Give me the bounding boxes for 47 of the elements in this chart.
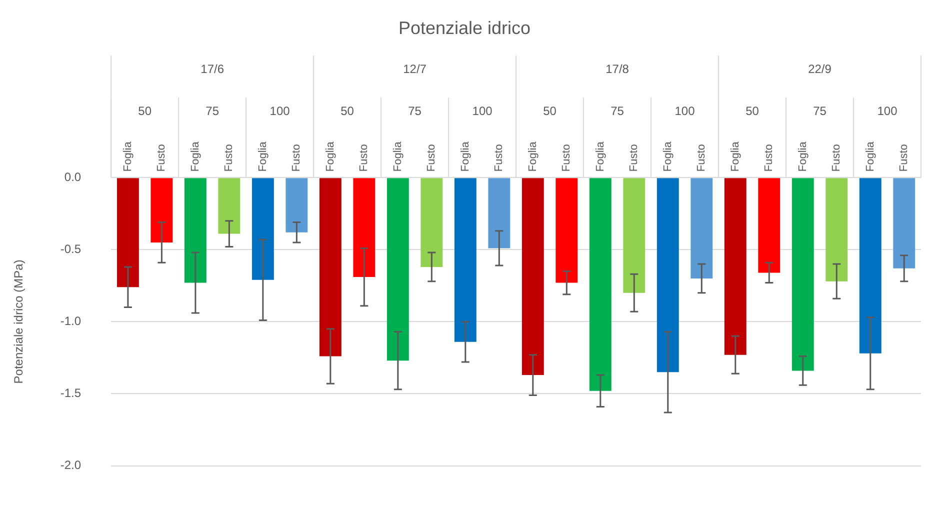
x-tick-label: Foglia (122, 140, 134, 172)
x-tick-label: Fusto (830, 144, 843, 172)
x-tick-label: Fusto (358, 144, 370, 172)
text: 100 (877, 104, 898, 118)
x-tick-label: Fusto (156, 144, 168, 172)
x-tick-label: Foglia (189, 140, 202, 172)
x-tick-label: Foglia (662, 140, 674, 172)
text: 12/7 (403, 62, 427, 76)
x-tick-label: Fusto (763, 144, 776, 172)
x-tick-label: Fusto (696, 144, 708, 172)
text: 17/8 (606, 62, 630, 76)
text: 100 (674, 104, 696, 118)
x-tick-label: Foglia (594, 140, 606, 172)
text: 75 (813, 104, 827, 118)
x-tick-label: Fusto (560, 144, 573, 172)
text: 22/9 (808, 62, 832, 76)
text: 50 (340, 104, 354, 118)
y-tick-label: -1.5 (60, 386, 82, 400)
text: 50 (138, 104, 152, 118)
text: 50 (543, 104, 557, 118)
x-tick-label: Fusto (290, 144, 303, 172)
x-tick-label: Foglia (864, 140, 876, 172)
x-tick-label: Foglia (392, 140, 404, 172)
y-tick-label: -2.0 (60, 458, 82, 472)
x-tick-label: Fusto (426, 144, 438, 172)
x-tick-label: Foglia (796, 140, 809, 172)
x-tick-label: Fusto (493, 144, 506, 172)
text: 100 (270, 104, 290, 118)
text: 75 (408, 104, 422, 118)
x-tick-label: Foglia (526, 140, 539, 172)
x-tick-label: Foglia (324, 140, 336, 172)
x-tick-label: Foglia (459, 140, 472, 172)
chart-title: Potenziale idrico (398, 18, 531, 38)
text: 17/6 (200, 62, 224, 76)
y-tick-label: -0.5 (60, 242, 82, 256)
y-tick-label: -1.0 (60, 314, 82, 328)
x-tick-label: Fusto (898, 144, 910, 172)
y-axis-title: Potenziale idrico (MPa) (12, 260, 26, 384)
x-tick-label: Foglia (256, 140, 269, 172)
x-tick-label: Foglia (729, 140, 742, 172)
text: 50 (746, 104, 760, 118)
y-tick-label: 0.0 (64, 170, 82, 184)
x-tick-label: Fusto (223, 144, 236, 172)
text: 75 (206, 104, 220, 118)
x-tick-label: Fusto (628, 144, 640, 172)
text: 75 (610, 104, 624, 118)
text: 100 (472, 104, 493, 118)
